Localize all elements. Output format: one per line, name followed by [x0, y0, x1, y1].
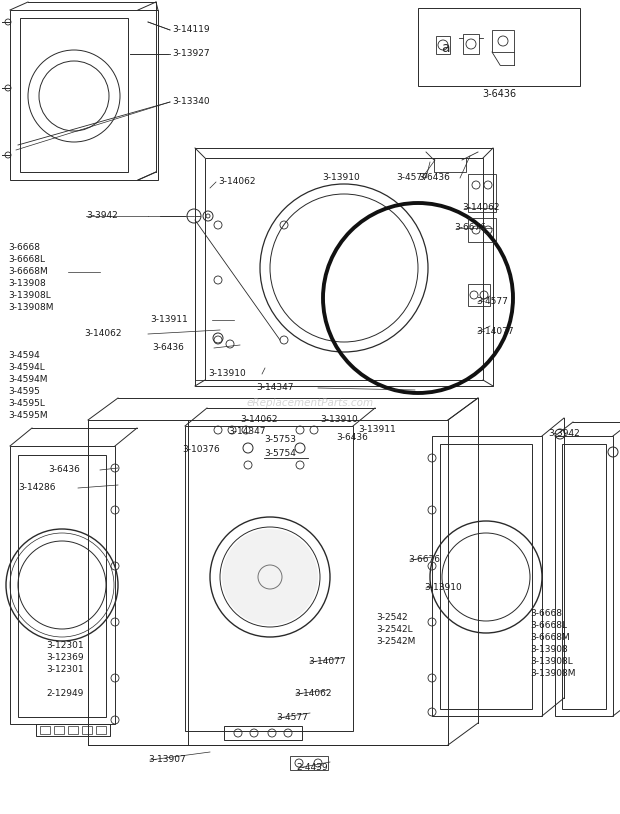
Text: 3-13908M: 3-13908M	[8, 304, 53, 313]
Text: 3-4595L: 3-4595L	[8, 400, 45, 409]
Text: 3-6436: 3-6436	[418, 173, 450, 182]
Text: 3-13908L: 3-13908L	[8, 291, 51, 300]
Text: 3-4594M: 3-4594M	[8, 375, 48, 384]
Bar	[195, 148, 493, 386]
Bar	[205, 158, 483, 380]
Text: 3-4577: 3-4577	[396, 173, 428, 182]
Text: 3-4577: 3-4577	[476, 297, 508, 307]
Text: 3-6436: 3-6436	[48, 466, 80, 475]
Text: 3-13910: 3-13910	[320, 415, 358, 424]
Text: 3-4594L: 3-4594L	[8, 364, 45, 373]
Text: 3-6668L: 3-6668L	[530, 622, 567, 631]
Text: 3-4577: 3-4577	[276, 714, 308, 723]
Text: 3-14077: 3-14077	[476, 327, 513, 336]
Text: 3-5754: 3-5754	[264, 449, 296, 458]
Text: 3-13908: 3-13908	[8, 279, 46, 288]
Text: 3-5753: 3-5753	[264, 435, 296, 444]
Text: 3-4594: 3-4594	[8, 352, 40, 361]
Bar	[88, 420, 448, 745]
Bar	[468, 284, 490, 306]
Bar	[40, 726, 50, 734]
Text: 3-14062: 3-14062	[84, 330, 122, 339]
Text: 3-13907: 3-13907	[148, 755, 186, 764]
Text: 3-3942: 3-3942	[548, 430, 580, 439]
Text: 3-13908L: 3-13908L	[530, 658, 573, 667]
Text: 3-2542L: 3-2542L	[376, 625, 413, 634]
Text: 3-6436: 3-6436	[482, 89, 516, 99]
Bar	[224, 726, 302, 740]
Text: 3-14347: 3-14347	[256, 383, 293, 392]
Bar	[185, 426, 353, 731]
Bar	[290, 756, 328, 770]
Text: 3-13340: 3-13340	[172, 98, 210, 107]
Text: 3-14119: 3-14119	[172, 25, 210, 34]
Text: 3-13927: 3-13927	[172, 50, 210, 59]
Text: 3-2542: 3-2542	[376, 614, 407, 623]
Text: 3-4595: 3-4595	[8, 387, 40, 396]
Bar	[434, 158, 466, 172]
Bar	[436, 36, 450, 54]
Text: 3-6676: 3-6676	[454, 224, 486, 233]
Bar	[96, 726, 106, 734]
Text: 3-12301: 3-12301	[46, 641, 84, 650]
Bar	[18, 455, 106, 717]
Bar	[440, 444, 532, 709]
Bar	[555, 436, 613, 716]
Text: 3-2542M: 3-2542M	[376, 637, 415, 646]
Text: 3-3942: 3-3942	[86, 212, 118, 221]
Text: 3-14062: 3-14062	[294, 689, 332, 698]
Text: 3-14062: 3-14062	[240, 415, 278, 424]
Bar	[10, 446, 115, 724]
Text: 3-4595M: 3-4595M	[8, 412, 48, 421]
Bar	[468, 174, 496, 212]
Text: 3-14062: 3-14062	[462, 204, 500, 212]
Bar	[562, 444, 606, 709]
Bar	[432, 436, 542, 716]
Bar	[68, 726, 78, 734]
Text: eReplacementParts.com: eReplacementParts.com	[246, 398, 374, 408]
Text: 3-13908M: 3-13908M	[530, 669, 575, 679]
Text: 3-6668L: 3-6668L	[8, 256, 45, 265]
Bar	[418, 8, 580, 86]
Text: 3-6668M: 3-6668M	[8, 268, 48, 277]
Text: 3-13910: 3-13910	[424, 584, 462, 593]
Bar	[82, 726, 92, 734]
Text: 3-13910: 3-13910	[208, 370, 246, 379]
Text: 3-6668M: 3-6668M	[530, 633, 570, 642]
Text: 3-14286: 3-14286	[18, 484, 56, 492]
Text: 3-6668: 3-6668	[8, 243, 40, 252]
Text: 3-13908: 3-13908	[530, 646, 568, 654]
Text: 3-12369: 3-12369	[46, 654, 84, 663]
Bar	[54, 726, 64, 734]
Bar	[468, 218, 496, 242]
Bar	[10, 10, 158, 180]
Text: 3-6676: 3-6676	[408, 555, 440, 564]
Text: 3-13910: 3-13910	[322, 173, 360, 182]
Text: 3-6436: 3-6436	[152, 344, 184, 352]
Text: 3-10376: 3-10376	[182, 445, 219, 454]
Text: 3-6668: 3-6668	[530, 610, 562, 619]
Text: 3-14062: 3-14062	[218, 177, 255, 186]
Bar	[36, 724, 110, 736]
Text: 3-13911: 3-13911	[150, 316, 188, 325]
Text: 2-4439: 2-4439	[296, 764, 327, 772]
Text: 3-14347: 3-14347	[228, 427, 265, 436]
Circle shape	[222, 529, 318, 625]
Bar	[492, 30, 514, 52]
Text: 3-12301: 3-12301	[46, 666, 84, 675]
Bar	[463, 34, 479, 54]
Text: 2-12949: 2-12949	[46, 689, 83, 698]
Text: a: a	[441, 41, 450, 55]
Text: 3-13911: 3-13911	[358, 426, 396, 435]
Text: 3-6436: 3-6436	[336, 434, 368, 443]
Text: 3-14077: 3-14077	[308, 658, 345, 667]
Bar	[20, 18, 128, 172]
